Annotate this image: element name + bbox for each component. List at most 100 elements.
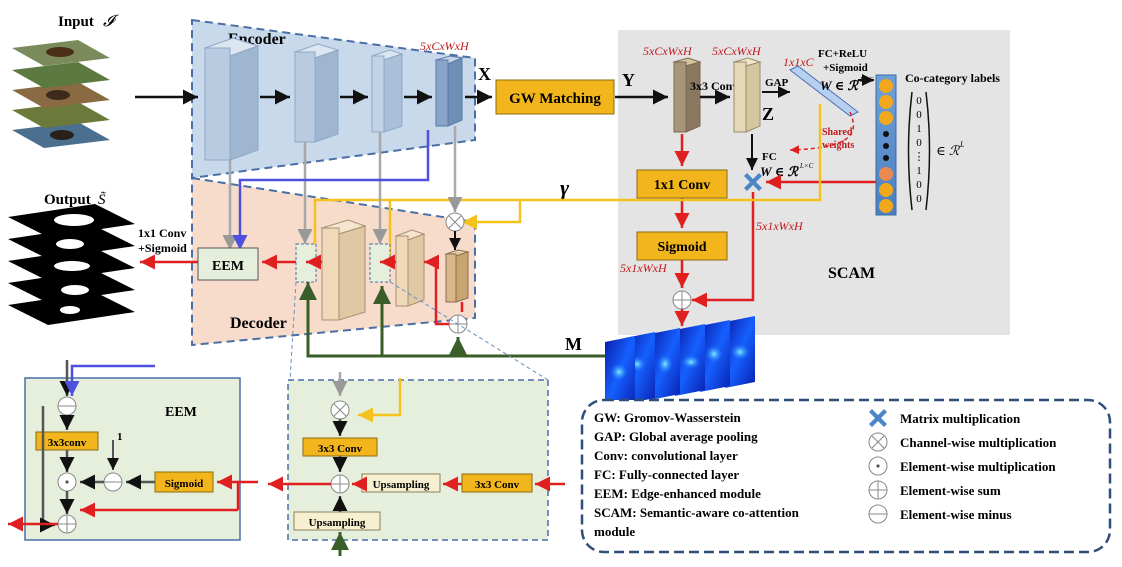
dim-scam-a: 5xCxWxH bbox=[643, 44, 693, 58]
dim-scam-b: 5xCxWxH bbox=[712, 44, 762, 58]
legend-box bbox=[580, 398, 1112, 554]
w-lc-top: W ∈ ℛ bbox=[820, 78, 859, 93]
label-vector-entry: 1 bbox=[916, 123, 922, 135]
m-label: M bbox=[565, 334, 582, 354]
decoder-block-2 bbox=[394, 229, 426, 307]
matrix-multiplication-icon bbox=[869, 409, 887, 427]
encoder-block-2 bbox=[293, 43, 340, 143]
decoder-block-3 bbox=[444, 249, 470, 303]
input-symbol: 𝓘 bbox=[103, 13, 119, 30]
eem-box bbox=[197, 247, 259, 281]
eem-elem-mult-node bbox=[57, 472, 77, 492]
decoder-block-1 bbox=[320, 219, 367, 321]
legend-symbol-label: Element-wise multiplication bbox=[900, 459, 1056, 474]
cocat-label: Co-category labels bbox=[905, 71, 1000, 85]
eem-one: 1 bbox=[117, 431, 123, 443]
eem-minus-node-top bbox=[57, 396, 77, 416]
gamma-label: γ bbox=[560, 175, 570, 200]
dim-11c: 1x1xC bbox=[783, 55, 815, 69]
scam-label: SCAM bbox=[828, 265, 875, 282]
element-wise-minus-icon bbox=[868, 504, 888, 524]
element-wise-multiplication-icon bbox=[868, 456, 888, 476]
label-vector-entry: 1 bbox=[916, 165, 922, 177]
legend-symbol-label: Element-wise sum bbox=[900, 483, 1001, 498]
label-vector-entry: 0 bbox=[916, 109, 922, 121]
label-vector-entry: 0 bbox=[916, 179, 922, 191]
output-mask-stack bbox=[8, 204, 135, 325]
input-image-stack bbox=[12, 40, 110, 148]
conv1x1-label: 1x1 Conv bbox=[654, 178, 710, 193]
z-label: Z bbox=[762, 104, 774, 124]
decoder-label: Decoder bbox=[230, 315, 287, 332]
label-vector: 0 0 1 0 ⋮ 1 0 0 bbox=[914, 95, 925, 205]
gw-matching-label: GW Matching bbox=[509, 91, 601, 107]
eem-minus-node-mid bbox=[103, 472, 123, 492]
eem-box-label: EEM bbox=[212, 259, 244, 274]
fc-relu-label-2: +Sigmoid bbox=[823, 62, 868, 74]
channel-wise-multiplication-icon bbox=[868, 432, 888, 452]
detail-upsampling-b-label: Upsampling bbox=[309, 517, 366, 529]
input-label: Input bbox=[58, 14, 94, 30]
eem-detail-title: EEM bbox=[165, 405, 197, 420]
legend-symbol-label: Channel-wise multiplication bbox=[900, 435, 1057, 450]
eem-sum-node bbox=[57, 514, 77, 534]
conv1x1-sigmoid-2: +Sigmoid bbox=[138, 241, 187, 255]
label-vector-entry: ⋮ bbox=[914, 151, 925, 163]
encoder-block-1 bbox=[203, 37, 260, 161]
legend-definition: GW: Gromov-Wasserstein bbox=[594, 410, 741, 425]
sigmoid-box bbox=[636, 231, 728, 261]
in-rl-sup: L bbox=[959, 140, 965, 149]
detail-sum-node bbox=[330, 474, 350, 494]
scam-feature-z bbox=[732, 57, 762, 133]
sigmoid-label: Sigmoid bbox=[657, 240, 706, 255]
gap-label: GAP bbox=[765, 77, 789, 89]
fc-label: FC bbox=[762, 151, 777, 163]
element-wise-sum-icon bbox=[868, 480, 888, 500]
label-dots bbox=[879, 79, 893, 213]
conv1x1-sigmoid-1: 1x1 Conv bbox=[138, 226, 186, 240]
legend-definition: module bbox=[594, 524, 635, 539]
shared-weights-1: Shared bbox=[822, 127, 853, 138]
dim-51wh-a: 5x1xWxH bbox=[620, 261, 668, 275]
legend-definition: GAP: Global average pooling bbox=[594, 429, 758, 444]
detail-channel-multiply-node bbox=[330, 400, 350, 420]
label-vector-entry: 0 bbox=[916, 137, 922, 149]
m-line bbox=[299, 282, 605, 358]
gw-matching-box bbox=[495, 79, 615, 115]
vector-bracket-left bbox=[907, 91, 913, 211]
legend-definition: FC: Fully-connected layer bbox=[594, 467, 739, 482]
detail-upsampling-b-box bbox=[293, 511, 381, 531]
shared-weights-arrow bbox=[789, 111, 855, 155]
y-label: Y bbox=[622, 70, 635, 90]
eem-detail-panel bbox=[24, 377, 241, 541]
output-label: Output bbox=[44, 192, 91, 208]
eem-sigmoid-label: Sigmoid bbox=[165, 478, 204, 490]
gap-vector bbox=[789, 65, 859, 117]
vector-bracket-right bbox=[925, 91, 931, 211]
detail-upsampling-a-label: Upsampling bbox=[373, 479, 430, 491]
shared-weights-2: weights bbox=[822, 140, 854, 151]
label-vector-entry: 0 bbox=[916, 193, 922, 205]
encoder-block-3 bbox=[370, 49, 404, 133]
legend-right-column: Matrix multiplication Channel-wise multip… bbox=[868, 409, 1057, 524]
dim-51wh-b: 5x1xWxH bbox=[756, 219, 804, 233]
heatmap-stack bbox=[605, 316, 755, 408]
matrix-multiply-node bbox=[744, 173, 762, 191]
legend-left-column: GW: Gromov-Wasserstein GAP: Global averag… bbox=[594, 410, 800, 539]
conv3x3-label: 3x3 Conv bbox=[690, 79, 738, 93]
decoder-channel-multiply-node bbox=[445, 212, 465, 232]
w-lc-bottom: W ∈ ℛ bbox=[760, 164, 799, 179]
detail-3x3conv-b-label: 3x3 Conv bbox=[475, 479, 520, 491]
fc-relu-label-1: FC+ReLU bbox=[818, 48, 867, 60]
dim-encoder-out: 5xCxWxH bbox=[420, 39, 470, 53]
eem-3x3conv-label: 3x3conv bbox=[48, 437, 87, 449]
gamma-line bbox=[313, 104, 822, 255]
in-rl-label: ∈ ℛ bbox=[936, 143, 961, 158]
output-symbol: S̃ bbox=[98, 191, 106, 208]
legend-definition: SCAM: Semantic-aware co-attention bbox=[594, 505, 800, 520]
scam-feature-y bbox=[672, 57, 702, 133]
x-label: X bbox=[478, 64, 491, 84]
legend-definition: EEM: Edge-enhanced module bbox=[594, 486, 761, 501]
